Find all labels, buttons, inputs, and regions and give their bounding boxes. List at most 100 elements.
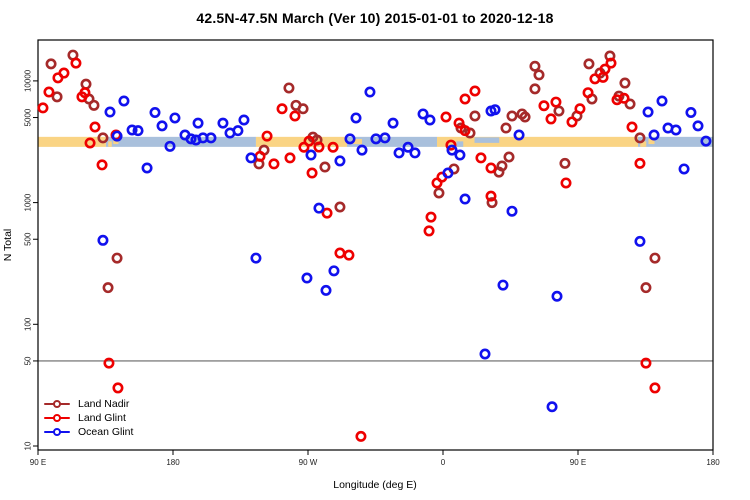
x-tick-label: 0 bbox=[441, 458, 446, 467]
chart-title: 42.5N-47.5N March (Ver 10) 2015-01-01 to… bbox=[196, 10, 554, 26]
data-point-land_glint bbox=[566, 116, 578, 128]
data-point-land_glint bbox=[423, 225, 435, 237]
data-point-ocean_glint bbox=[205, 132, 217, 144]
data-point-ocean_glint bbox=[132, 125, 144, 137]
data-point-ocean_glint bbox=[409, 147, 421, 159]
coverage-band-patch-ocean bbox=[474, 137, 500, 143]
data-point-ocean_glint bbox=[700, 135, 712, 147]
data-point-ocean_glint bbox=[164, 140, 176, 152]
data-point-land_glint bbox=[76, 91, 88, 103]
data-point-land_glint bbox=[306, 167, 318, 179]
data-point-ocean_glint bbox=[370, 133, 382, 145]
data-point-land_nadir bbox=[433, 187, 445, 199]
data-point-ocean_glint bbox=[642, 106, 654, 118]
data-point-land_nadir bbox=[88, 99, 100, 111]
data-point-ocean_glint bbox=[217, 117, 229, 129]
data-point-land_glint bbox=[475, 152, 487, 164]
x-tick-label: 180 bbox=[166, 458, 180, 467]
data-point-land_glint bbox=[485, 162, 497, 174]
data-point-ocean_glint bbox=[546, 401, 558, 413]
data-point-ocean_glint bbox=[169, 112, 181, 124]
data-point-ocean_glint bbox=[156, 120, 168, 132]
data-point-land_glint bbox=[96, 159, 108, 171]
data-point-land_glint bbox=[545, 113, 557, 125]
coverage-band-ocean bbox=[347, 136, 437, 147]
data-point-ocean_glint bbox=[126, 124, 138, 136]
data-point-land_nadir bbox=[486, 197, 498, 209]
data-point-land_glint bbox=[440, 111, 452, 123]
coverage-band-patch-land bbox=[640, 141, 647, 147]
data-point-ocean_glint bbox=[238, 114, 250, 126]
legend-label: Land Glint bbox=[78, 412, 126, 424]
data-point-ocean_glint bbox=[192, 117, 204, 129]
ocean-glint-marker-icon bbox=[44, 427, 70, 437]
legend-label: Ocean Glint bbox=[78, 426, 134, 438]
data-point-ocean_glint bbox=[506, 205, 518, 217]
data-point-ocean_glint bbox=[301, 272, 313, 284]
plot-border bbox=[37, 39, 714, 451]
data-point-ocean_glint bbox=[320, 284, 332, 296]
data-point-land_nadir bbox=[519, 111, 531, 123]
data-point-ocean_glint bbox=[692, 120, 704, 132]
data-point-land_glint bbox=[284, 152, 296, 164]
y-tick-label: 10 bbox=[24, 441, 33, 450]
data-point-ocean_glint bbox=[402, 141, 414, 153]
data-point-ocean_glint bbox=[141, 162, 153, 174]
coverage-band-land bbox=[255, 136, 347, 147]
data-point-land_glint bbox=[84, 137, 96, 149]
data-point-ocean_glint bbox=[454, 149, 466, 161]
data-point-land_nadir bbox=[529, 60, 541, 72]
data-point-land_nadir bbox=[533, 69, 545, 81]
data-point-land_nadir bbox=[583, 58, 595, 70]
data-point-land_glint bbox=[469, 85, 481, 97]
data-point-ocean_glint bbox=[245, 152, 257, 164]
legend-item-land-glint: Land Glint bbox=[44, 411, 133, 425]
data-point-land_nadir bbox=[102, 282, 114, 294]
data-point-land_nadir bbox=[503, 151, 515, 163]
data-point-ocean_glint bbox=[678, 163, 690, 175]
coverage-band-land bbox=[437, 136, 638, 147]
data-point-land_nadir bbox=[45, 58, 57, 70]
data-point-ocean_glint bbox=[224, 127, 236, 139]
data-point-land_glint bbox=[268, 158, 280, 170]
data-point-land_nadir bbox=[97, 132, 109, 144]
coverage-band-ocean bbox=[105, 136, 256, 147]
data-point-land_glint bbox=[485, 190, 497, 202]
data-point-ocean_glint bbox=[417, 108, 429, 120]
y-tick-label: 10000 bbox=[24, 69, 33, 92]
coverage-band-ocean bbox=[638, 136, 713, 147]
coverage-band-patch-land bbox=[648, 139, 655, 145]
data-point-land_glint bbox=[560, 177, 572, 189]
data-point-ocean_glint bbox=[387, 117, 399, 129]
data-point-land_nadir bbox=[297, 103, 309, 115]
y-tick-label: 5000 bbox=[24, 108, 33, 126]
data-point-ocean_glint bbox=[424, 114, 436, 126]
data-point-land_glint bbox=[321, 207, 333, 219]
coverage-band-patch-land bbox=[113, 139, 119, 145]
data-point-ocean_glint bbox=[111, 130, 123, 142]
data-point-land_glint bbox=[550, 96, 562, 108]
data-point-land_glint bbox=[289, 110, 301, 122]
data-point-land_glint bbox=[343, 249, 355, 261]
data-point-ocean_glint bbox=[446, 144, 458, 156]
coverage-band-patch-land bbox=[108, 141, 112, 147]
data-point-ocean_glint bbox=[459, 193, 471, 205]
data-point-land_glint bbox=[649, 382, 661, 394]
data-point-land_glint bbox=[112, 382, 124, 394]
data-point-ocean_glint bbox=[497, 279, 509, 291]
data-point-ocean_glint bbox=[656, 95, 668, 107]
data-point-land_glint bbox=[52, 72, 64, 84]
data-point-land_glint bbox=[582, 87, 594, 99]
legend-item-land-nadir: Land Nadir bbox=[44, 397, 133, 411]
data-point-land_nadir bbox=[51, 91, 63, 103]
land-nadir-marker-icon bbox=[44, 399, 70, 409]
coverage-band-patch-land bbox=[352, 139, 362, 145]
data-point-land_nadir bbox=[619, 77, 631, 89]
data-point-land_glint bbox=[276, 103, 288, 115]
legend-item-ocean-glint: Ocean Glint bbox=[44, 425, 133, 439]
data-point-ocean_glint bbox=[551, 290, 563, 302]
data-point-ocean_glint bbox=[305, 149, 317, 161]
data-point-land_nadir bbox=[559, 157, 571, 169]
data-point-land_glint bbox=[445, 139, 457, 151]
